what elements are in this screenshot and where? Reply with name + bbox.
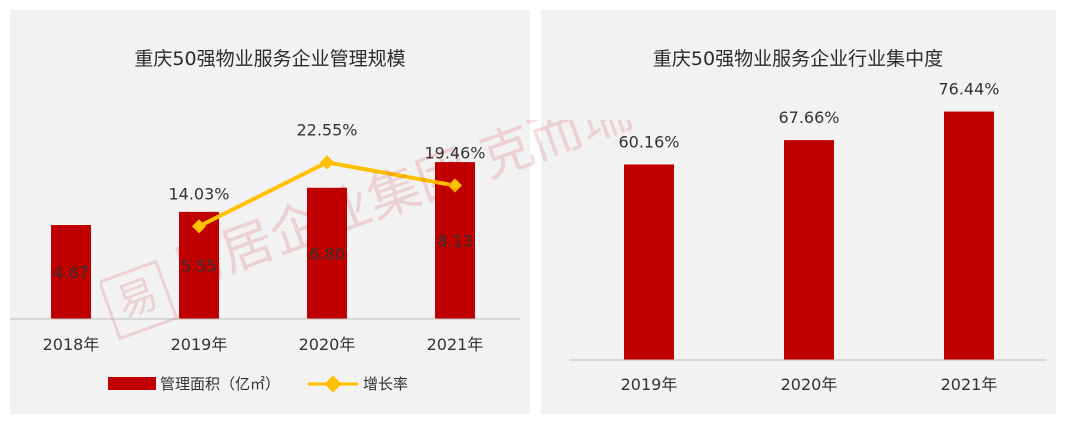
x-tick-label: 2019年 bbox=[621, 375, 678, 394]
x-tick-label: 2020年 bbox=[781, 375, 838, 394]
legend-swatch-bar bbox=[108, 377, 156, 390]
legend-marker-diamond bbox=[324, 375, 342, 393]
growth-point bbox=[319, 155, 335, 170]
chart-title: 重庆50强物业服务企业管理规模 bbox=[134, 48, 405, 70]
legend-label-area: 管理面积（亿㎡） bbox=[160, 375, 280, 393]
management-scale-chart: 重庆50强物业服务企业管理规模 4.87 5.55 6.80 8.13 14.03% 2… bbox=[10, 48, 520, 393]
bar bbox=[784, 140, 834, 360]
bar-value-label: 6.80 bbox=[309, 244, 345, 263]
x-tick-label: 2019年 bbox=[171, 335, 228, 354]
bar-value-label: 76.44% bbox=[938, 80, 999, 99]
growth-point bbox=[447, 178, 463, 193]
right-chart-panel: 重庆50强物业服务企业行业集中度 60.16% 67.66% 76.44% 2019… bbox=[541, 10, 1056, 414]
growth-point bbox=[191, 219, 207, 234]
bar-value-label: 8.13 bbox=[437, 232, 473, 251]
legend: 管理面积（亿㎡） 增长率 bbox=[108, 375, 408, 393]
x-tick-label: 2021年 bbox=[427, 335, 484, 354]
x-tick-label: 2020年 bbox=[299, 335, 356, 354]
concentration-chart: 重庆50强物业服务企业行业集中度 60.16% 67.66% 76.44% 2019… bbox=[570, 48, 1046, 394]
bar bbox=[624, 164, 674, 360]
left-chart-panel: 重庆50强物业服务企业管理规模 4.87 5.55 6.80 8.13 14.03% 2… bbox=[10, 10, 530, 414]
growth-label: 22.55% bbox=[296, 120, 357, 139]
bar bbox=[307, 187, 347, 319]
bar-value-label: 5.55 bbox=[181, 256, 217, 275]
bar bbox=[944, 111, 994, 360]
x-tick-label: 2021年 bbox=[941, 375, 998, 394]
x-tick-label: 2018年 bbox=[43, 335, 100, 354]
bar-value-label: 4.87 bbox=[53, 263, 89, 282]
legend-label-growth: 增长率 bbox=[363, 375, 408, 393]
chart-title: 重庆50强物业服务企业行业集中度 bbox=[653, 48, 943, 70]
bar-value-label: 67.66% bbox=[778, 108, 839, 127]
bar-value-label: 60.16% bbox=[618, 132, 679, 151]
bar bbox=[51, 225, 91, 319]
growth-label: 19.46% bbox=[424, 144, 485, 163]
growth-label: 14.03% bbox=[168, 184, 229, 203]
